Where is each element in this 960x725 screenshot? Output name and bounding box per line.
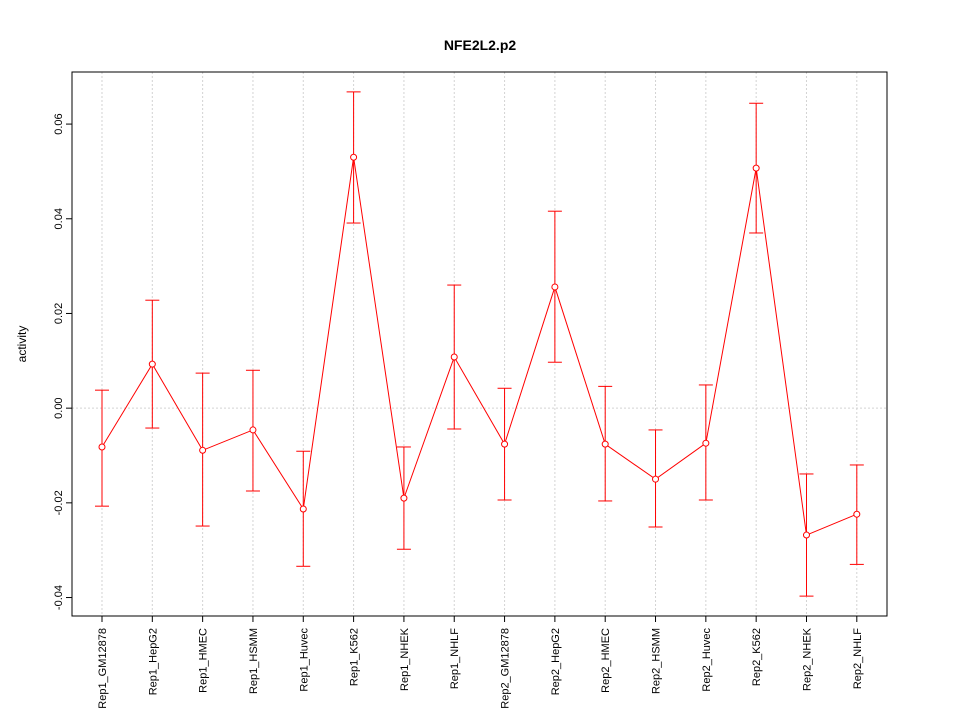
data-point [551, 283, 559, 291]
series-line [101, 157, 857, 536]
grid [72, 72, 887, 616]
plot-frame [71, 71, 888, 617]
y-tick-label: -0.04 [53, 585, 65, 610]
x-tick-label: Rep1_NHEK [399, 627, 411, 691]
y-tick-label: 0.06 [53, 113, 65, 134]
x-tick-label: Rep1_HSMM [248, 628, 260, 694]
x-tick-label: Rep2_Huvec [701, 628, 713, 692]
y-axis-label: activity [15, 326, 29, 363]
chart-title: NFE2L2.p2 [444, 37, 517, 53]
data-point [98, 443, 106, 451]
data-point [501, 440, 509, 448]
data-point [148, 360, 156, 368]
data-point [299, 505, 307, 513]
x-tick-label: Rep1_GM12878 [97, 628, 109, 709]
x-tick-label: Rep2_HepG2 [550, 628, 562, 695]
data-point [249, 426, 257, 434]
x-tick-label: Rep2_HSMM [651, 628, 663, 694]
x-tick-label: Rep1_NHLF [449, 628, 461, 689]
x-tick-label: Rep1_HMEC [198, 628, 210, 693]
x-tick-label: Rep2_K562 [751, 628, 763, 686]
y-tick-label: 0.02 [53, 303, 65, 324]
x-tick-label: Rep2_GM12878 [500, 628, 512, 709]
data-point [601, 440, 609, 448]
data-point [652, 475, 660, 483]
data-point [752, 164, 760, 172]
x-tick-label: Rep1_HepG2 [147, 628, 159, 695]
data-point [450, 353, 458, 361]
data-point [853, 510, 861, 518]
data-point [350, 153, 358, 161]
y-tick-label: -0.02 [53, 490, 65, 515]
y-tick-label: 0.00 [53, 397, 65, 418]
x-axis: Rep1_GM12878 Rep1_HepG2 Rep1_HMEC Rep1_HSMM… [97, 615, 864, 709]
x-tick-label: Rep1_K562 [349, 628, 361, 686]
data-point [199, 446, 207, 454]
y-tick-label: 0.04 [53, 208, 65, 229]
y-axis: -0.04 -0.02 0.00 0.02 0.04 0.06 [53, 113, 73, 610]
x-tick-label: Rep1_Huvec [298, 628, 310, 692]
x-tick-label: Rep2_HMEC [600, 628, 612, 693]
series [94, 91, 864, 597]
data-point [802, 531, 810, 539]
x-tick-label: Rep2_NHEK [801, 627, 813, 691]
x-tick-label: Rep2_NHLF [852, 628, 864, 689]
data-point [702, 439, 710, 447]
data-point [400, 494, 408, 502]
